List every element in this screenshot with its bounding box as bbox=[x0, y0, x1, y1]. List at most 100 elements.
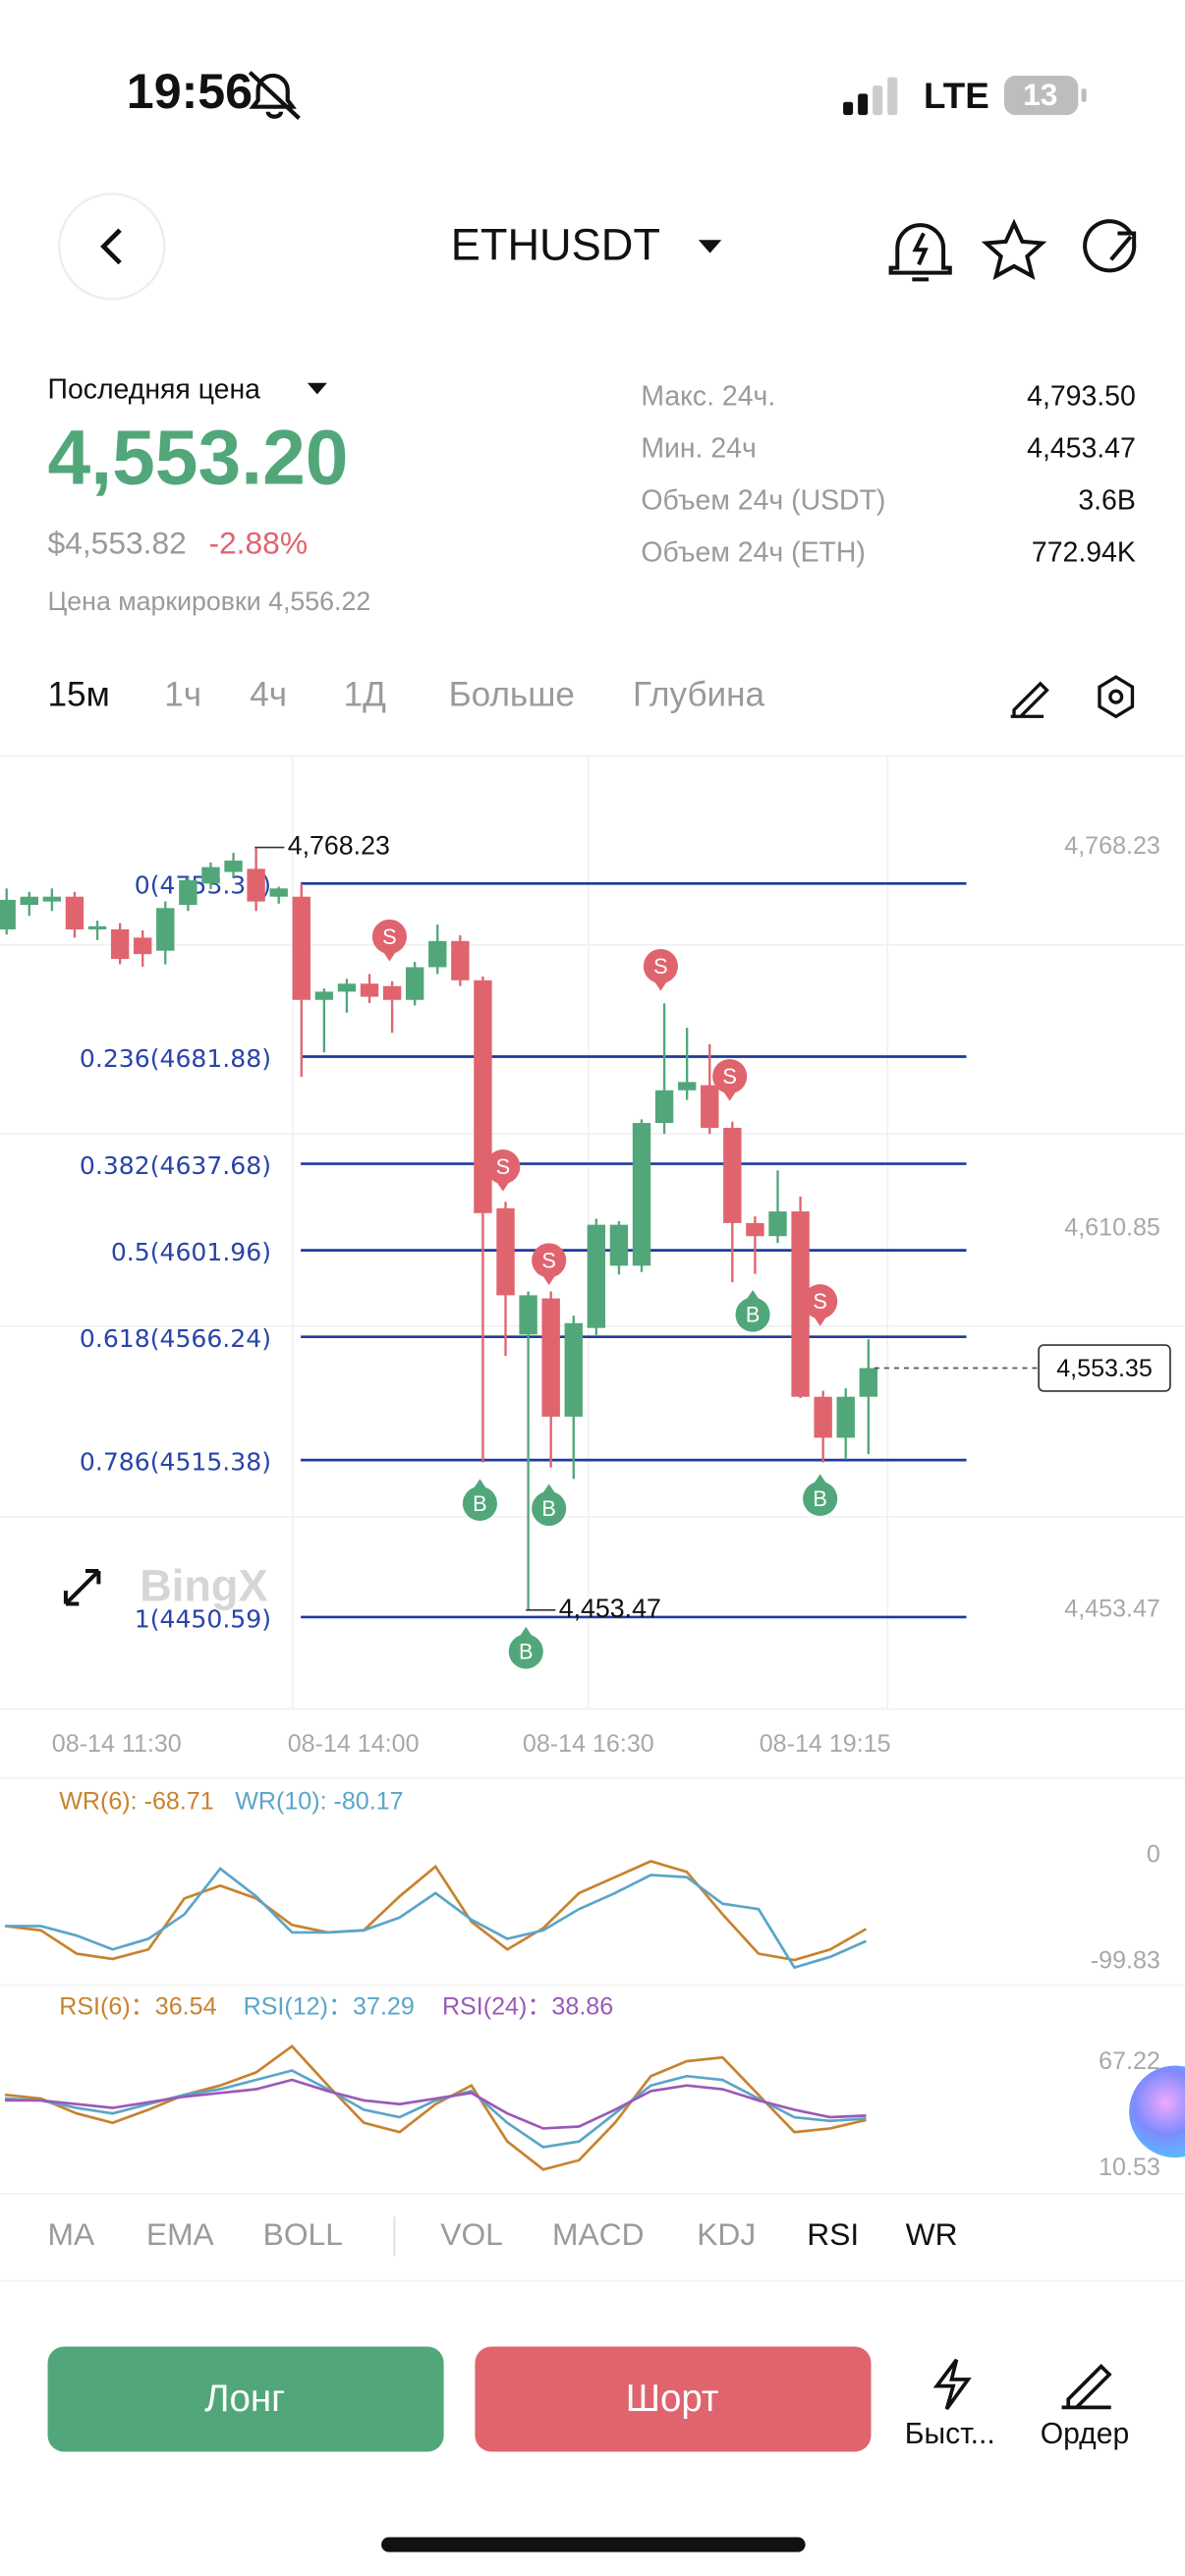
timeframe-tabs: 15м 1ч 4ч 1Д Больше Глубина bbox=[48, 675, 765, 713]
assistant-bubble[interactable] bbox=[1129, 2065, 1185, 2158]
fib-label: 0.618(4566.24) bbox=[80, 1324, 271, 1353]
candle-body bbox=[269, 888, 288, 897]
timeframe-tab[interactable]: Глубина bbox=[633, 675, 765, 713]
signal-badge bbox=[735, 1297, 770, 1332]
back-button[interactable] bbox=[57, 193, 166, 301]
signal-label: B bbox=[746, 1303, 761, 1327]
x-tick-label: 08-14 11:30 bbox=[52, 1730, 182, 1758]
indicator-line bbox=[4, 2069, 867, 2149]
y-tick-label: 0 bbox=[1147, 1841, 1160, 1869]
battery-level: 13 bbox=[1023, 77, 1057, 112]
candle-body bbox=[814, 1396, 832, 1438]
fib-label: 1(4450.59) bbox=[135, 1604, 271, 1633]
fib-label: 0.236(4681.88) bbox=[80, 1044, 271, 1073]
indicator-tab[interactable]: KDJ bbox=[697, 2216, 756, 2252]
alert-icon[interactable] bbox=[888, 223, 952, 282]
mute-icon bbox=[248, 71, 301, 120]
timeframe-tab[interactable]: 15м bbox=[48, 675, 110, 713]
candle-body bbox=[247, 868, 265, 902]
short-label[interactable]: Шорт bbox=[626, 2378, 719, 2420]
candle-body bbox=[564, 1322, 583, 1417]
timeframe-tab[interactable]: 1Д bbox=[344, 675, 387, 713]
stat-value: 4,793.50 bbox=[1027, 380, 1136, 412]
candle-body bbox=[156, 908, 175, 951]
signal-badge bbox=[508, 1634, 543, 1669]
usd-price: $4,553.82 bbox=[48, 526, 187, 561]
candle-body bbox=[428, 940, 447, 968]
home-indicator bbox=[381, 2537, 806, 2552]
stats: Макс. 24ч. 4,793.50 Мин. 24ч 4,453.47 Объем … bbox=[641, 380, 1135, 568]
symbol[interactable]: ETHUSDT bbox=[451, 219, 660, 269]
favorite-icon[interactable] bbox=[981, 218, 1047, 280]
y-tick-label: 10.53 bbox=[1099, 2154, 1160, 2181]
candlestick-chart: 4,768.23 4,610.85 4,453.47 08-14 11:30 08-14… bbox=[0, 831, 1171, 1758]
quick-icon[interactable] bbox=[932, 2358, 972, 2411]
timeframe-tab[interactable]: 1ч bbox=[164, 675, 201, 713]
order-icon[interactable] bbox=[1061, 2363, 1112, 2410]
candle-body bbox=[451, 940, 470, 980]
signal-label: S bbox=[722, 1064, 737, 1089]
draw-icon[interactable] bbox=[1010, 681, 1049, 718]
indicator-tabs: MA EMA BOLL VOL MACD KDJ RSI WR bbox=[48, 2216, 958, 2252]
signal-badge bbox=[803, 1284, 838, 1319]
x-tick-label: 08-14 14:00 bbox=[288, 1730, 420, 1758]
candle-body bbox=[110, 928, 130, 960]
extreme-label: 4,768.23 bbox=[288, 831, 390, 861]
candle-body bbox=[201, 867, 220, 884]
extreme-label: 4,453.47 bbox=[559, 1594, 661, 1623]
signal-badge bbox=[643, 948, 678, 984]
fib-label: 0.786(4515.38) bbox=[80, 1447, 271, 1476]
signal-label: B bbox=[473, 1491, 487, 1516]
indicator-tab[interactable]: EMA bbox=[146, 2216, 215, 2252]
indicator-tab[interactable]: WR bbox=[906, 2216, 958, 2252]
timeframe-tab[interactable]: Больше bbox=[449, 675, 575, 713]
candle-body bbox=[723, 1127, 742, 1223]
quick-label[interactable]: Быст... bbox=[905, 2418, 995, 2450]
candle-body bbox=[0, 899, 16, 929]
order-label[interactable]: Ордер bbox=[1041, 2418, 1129, 2450]
indicator-tab[interactable]: BOLL bbox=[263, 2216, 343, 2252]
indicator-line bbox=[5, 1867, 868, 1970]
long-button[interactable] bbox=[47, 2346, 444, 2452]
signal-badge bbox=[803, 1481, 838, 1516]
candle-body bbox=[746, 1222, 764, 1237]
candle-body bbox=[496, 1207, 515, 1296]
candle-body bbox=[701, 1085, 719, 1128]
indicator-tab[interactable]: MACD bbox=[552, 2216, 645, 2252]
wr-panel: 0 -99.83 WR(6): -68.71 WR(10): -80.17 bbox=[4, 1787, 1160, 1975]
candle-body bbox=[677, 1082, 697, 1091]
stat-label: Объем 24ч (USDT) bbox=[641, 484, 885, 516]
last-price-label[interactable]: Последняя цена bbox=[48, 374, 261, 406]
candle-body bbox=[292, 896, 310, 1000]
stat-label: Объем 24ч (ETH) bbox=[641, 536, 866, 568]
candle-body bbox=[179, 879, 198, 906]
short-button[interactable] bbox=[475, 2346, 872, 2452]
candle-body bbox=[632, 1123, 651, 1266]
indicator-legend: WR(6): -68.71 bbox=[59, 1787, 213, 1815]
stat-value: 4,453.47 bbox=[1027, 432, 1136, 464]
settings-icon-center bbox=[1108, 689, 1124, 704]
indicator-legend: WR(10): -80.17 bbox=[235, 1787, 403, 1815]
price-dropdown[interactable] bbox=[307, 382, 327, 395]
signal-label: B bbox=[541, 1496, 556, 1521]
signal-badge bbox=[532, 1490, 567, 1527]
indicator-tab[interactable]: VOL bbox=[440, 2216, 503, 2252]
candle-body bbox=[474, 980, 492, 1213]
symbol-dropdown[interactable] bbox=[698, 240, 722, 253]
rsi-panel: 67.22 10.53 RSI(6)：36.54 RSI(12)：37.29 RSI(2… bbox=[4, 1993, 1160, 2181]
share-icon[interactable] bbox=[1083, 219, 1137, 273]
indicator-tab[interactable]: MA bbox=[48, 2216, 95, 2252]
settings-icon[interactable] bbox=[1098, 675, 1135, 719]
stat-value: 3.6B bbox=[1078, 484, 1135, 516]
indicator-tab[interactable]: RSI bbox=[807, 2216, 859, 2252]
stat-value: 772.94K bbox=[1032, 536, 1136, 568]
candle-body bbox=[654, 1090, 674, 1124]
x-tick-label: 08-14 16:30 bbox=[523, 1730, 654, 1758]
mark-price: Цена маркировки 4,556.22 bbox=[48, 587, 371, 616]
timeframe-tab[interactable]: 4ч bbox=[250, 675, 287, 713]
candle-body bbox=[859, 1368, 878, 1397]
expand-icon[interactable] bbox=[63, 1569, 101, 1606]
long-label[interactable]: Лонг bbox=[204, 2378, 285, 2420]
signal-label: S bbox=[541, 1248, 556, 1272]
